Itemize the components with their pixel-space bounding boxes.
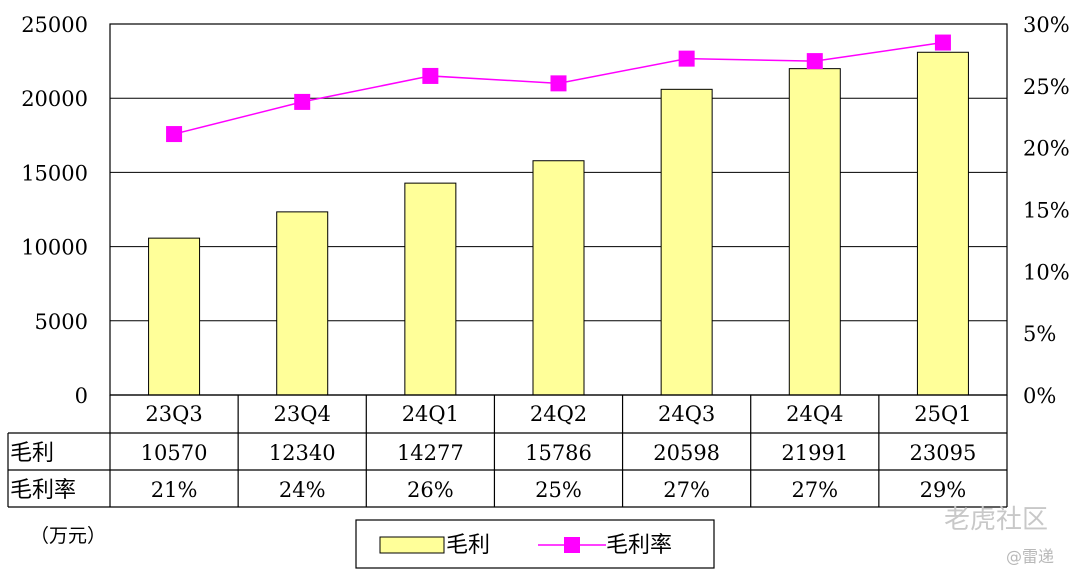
data-label: 24% [279,478,326,502]
line-marker [422,67,439,84]
watermark-author: @雷递 [1006,547,1054,566]
data-label: 12340 [269,441,336,465]
y2-tick-label: 0% [1023,384,1056,408]
line-marker [294,93,311,110]
y-tick-label: 5000 [35,310,88,334]
data-label: 21991 [781,441,848,465]
y2-tick-label: 5% [1023,322,1056,346]
data-label: 26% [407,478,454,502]
data-label: 29% [920,478,967,502]
x-tick-label: 24Q4 [786,402,843,426]
y-tick-label: 15000 [21,161,88,185]
data-label: 14277 [397,441,464,465]
right-axis-ticks: 0% 5% 10% 15% 20% 25% 30% [1023,13,1070,408]
bar [276,211,329,396]
x-tick-label: 24Q3 [658,402,715,426]
legend-marker-swatch [564,537,580,553]
line-series [166,34,951,143]
y2-tick-label: 10% [1023,260,1070,284]
y-tick-label: 0 [75,384,88,408]
data-label: 15786 [525,441,592,465]
unit-label: （万元） [30,525,106,547]
line-marker [678,50,695,67]
bar [148,237,201,396]
legend-bar-swatch [379,536,445,554]
line-marker [806,53,823,70]
data-label: 21% [151,478,198,502]
y-tick-label: 10000 [21,236,88,260]
x-tick-label: 23Q4 [274,402,331,426]
bar [788,68,841,396]
data-label: 27% [663,478,710,502]
legend: 毛利 毛利率 [355,519,715,569]
line-marker [550,75,567,92]
y2-tick-label: 25% [1023,75,1070,99]
data-label: 10570 [141,441,208,465]
y-tick-label: 25000 [21,13,88,37]
bar [660,88,713,396]
data-table: 23Q3 23Q4 24Q1 24Q2 24Q3 24Q4 25Q1 毛利 10570 12340… [7,394,1008,508]
data-label: 27% [791,478,838,502]
bar [404,182,457,396]
left-axis-ticks: 0 5000 10000 15000 20000 25000 [21,13,88,408]
data-label: 23095 [910,441,977,465]
line-marker [934,34,951,51]
watermark-brand: 老虎社区 [944,505,1048,535]
x-tick-label: 25Q1 [914,402,971,426]
legend-label: 毛利率 [606,533,672,558]
line-marker [166,126,183,143]
data-label: 20598 [653,441,720,465]
y2-tick-label: 15% [1023,199,1070,223]
watermark: 老虎社区 @雷递 [944,505,1054,566]
bar [916,51,969,396]
y2-tick-label: 20% [1023,137,1070,161]
legend-label: 毛利 [446,533,490,558]
y-tick-label: 20000 [21,87,88,111]
x-tick-label: 24Q2 [530,402,587,426]
bar [532,160,585,396]
y2-tick-label: 30% [1023,13,1070,37]
data-label: 25% [535,478,582,502]
bar-series [148,51,969,396]
row-label: 毛利 [10,441,54,466]
row-label: 毛利率 [10,478,76,503]
x-tick-label: 24Q1 [402,402,459,426]
x-tick-label: 23Q3 [145,402,202,426]
